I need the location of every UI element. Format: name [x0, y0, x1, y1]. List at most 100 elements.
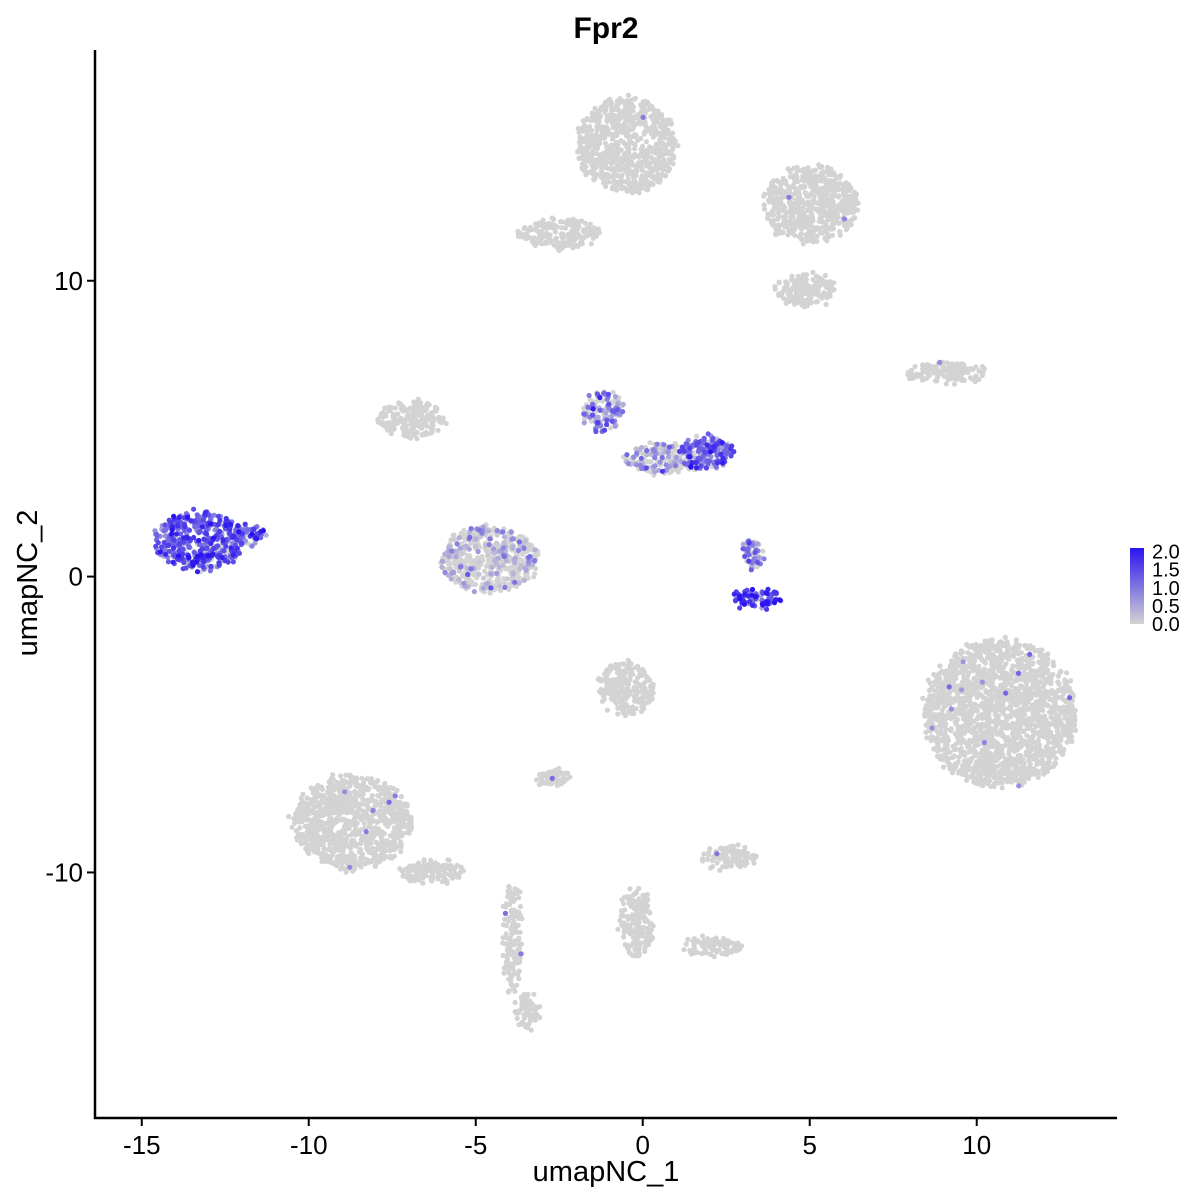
cell-point [576, 232, 582, 238]
cell-point [609, 120, 616, 126]
cell-point [694, 433, 700, 439]
cell-point [811, 239, 817, 245]
cell-point [849, 216, 856, 222]
cell-point [399, 425, 406, 431]
cell-point [661, 127, 668, 134]
cell-point [762, 191, 768, 197]
cell-point [773, 225, 780, 231]
cell-point [559, 234, 565, 240]
cell-point [629, 140, 635, 146]
cell-point [1052, 761, 1059, 767]
cell-point [434, 406, 440, 412]
cell-point [962, 667, 969, 674]
cell-point [602, 99, 609, 105]
cell-point [610, 136, 616, 142]
cell-point [364, 776, 371, 782]
cell-point [551, 216, 557, 222]
cell-point [819, 185, 825, 191]
cell-point [819, 198, 825, 204]
cell-point [1020, 772, 1026, 778]
cell-point [425, 431, 431, 437]
cell-point [999, 731, 1006, 737]
cell-point [837, 229, 843, 235]
cell-point [1026, 692, 1032, 698]
cell-point [630, 114, 636, 120]
cell-point [548, 222, 554, 228]
cell-point [788, 214, 794, 220]
cell-point [1041, 714, 1047, 720]
cell-point [936, 697, 942, 703]
cell-point [1016, 657, 1022, 663]
cell-point [819, 214, 825, 220]
cell-point [553, 235, 559, 241]
cell-point [822, 272, 828, 278]
cell-point [936, 671, 942, 677]
cell-point [407, 417, 413, 423]
cell-point [573, 226, 580, 232]
cell-point [635, 160, 642, 166]
cell-point [645, 183, 652, 189]
cell-point [773, 231, 779, 237]
cell-point [811, 193, 817, 199]
cell-point [818, 174, 824, 180]
cell-point [1011, 670, 1017, 676]
cell-point [779, 292, 785, 299]
cell-point [359, 775, 365, 781]
cell-point [768, 218, 774, 224]
cell-point [785, 288, 791, 294]
cell-point [624, 144, 630, 150]
cell-point [986, 704, 992, 711]
cell-point [646, 106, 652, 112]
cell-point [781, 208, 787, 214]
cell-point [612, 144, 618, 150]
cell-point [638, 135, 644, 142]
cell-point [964, 674, 971, 680]
cell-point [668, 131, 674, 137]
cell-point [633, 188, 639, 194]
cell-point [826, 214, 832, 220]
cell-point [823, 279, 829, 285]
cell-point [820, 169, 826, 175]
cell-point [1025, 743, 1031, 749]
cell-point [798, 168, 804, 174]
cell-point [1053, 755, 1059, 761]
cell-point [947, 695, 953, 701]
cell-point [1023, 749, 1029, 755]
cell-point [989, 761, 995, 767]
cell-point [610, 399, 616, 405]
cell-point [662, 173, 669, 179]
cell-point [799, 177, 805, 183]
cell-point [487, 590, 493, 596]
cell-point [963, 720, 969, 726]
cell-point [810, 231, 816, 237]
cell-point [999, 640, 1005, 646]
cell-point [609, 155, 615, 161]
cell-point [1021, 673, 1027, 680]
cell-point [603, 104, 609, 110]
cell-point [1055, 732, 1062, 738]
cell-point [580, 156, 587, 162]
cell-point [653, 150, 660, 156]
cell-point [1040, 707, 1046, 714]
cell-point [1028, 686, 1034, 692]
cell-point [621, 151, 627, 158]
cell-point [563, 220, 569, 226]
cell-point [641, 131, 647, 137]
cell-point [602, 109, 608, 115]
cell-point [1012, 743, 1019, 749]
cell-point [1025, 706, 1031, 712]
cell-point [522, 231, 528, 237]
cell-point [1019, 683, 1025, 690]
cell-point [767, 192, 774, 199]
cell-point [589, 168, 595, 175]
cell-point [984, 655, 991, 661]
cell-point [1035, 711, 1041, 718]
cell-point [536, 220, 542, 226]
cell-point [602, 140, 609, 146]
cell-point [519, 534, 526, 540]
cell-point [1013, 759, 1020, 766]
cell-point [1068, 726, 1074, 732]
cell-point [1027, 643, 1033, 649]
cell-point [633, 121, 640, 127]
cell-point [1024, 717, 1030, 724]
